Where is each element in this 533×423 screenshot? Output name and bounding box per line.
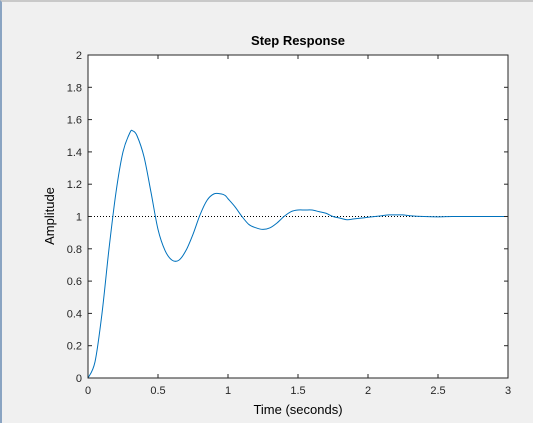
series-layer [87,129,508,379]
x-axis-label: Time (seconds) [253,402,342,417]
chart-title: Step Response [251,33,345,48]
y-tick-label: 0 [76,373,82,385]
x-tick-label: 0.5 [150,385,165,397]
y-tick-label: 1.6 [67,115,82,127]
step-response-line [87,129,508,379]
x-tick-label: 1 [225,385,231,397]
y-tick-label: 0.6 [67,276,82,288]
x-tick-label: 3 [505,385,511,397]
x-tick-label: 1.5 [290,385,305,397]
y-tick-label: 1.4 [67,147,82,159]
tick-layer: 0 0.5 1 1.5 2 2.5 3 0 0.2 0.4 0.6 0.8 1 1.2 1.4 1.6 1.8 2 [67,50,511,397]
x-tick-label: 0 [85,385,91,397]
y-axis-label: Amplitude [42,187,57,245]
y-tick-label: 1 [76,212,82,224]
x-tick-label: 2 [365,385,371,397]
x-tick-label: 2.5 [430,385,445,397]
y-tick-label: 1.2 [67,179,82,191]
y-tick-label: 0.2 [67,341,82,353]
y-tick-label: 1.8 [67,82,82,94]
y-tick-label: 0.4 [67,308,82,320]
y-tick-label: 2 [76,50,82,62]
y-tick-label: 0.8 [67,244,82,256]
